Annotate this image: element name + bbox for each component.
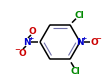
Text: N: N bbox=[23, 38, 31, 46]
Text: N: N bbox=[76, 38, 84, 46]
Text: −: − bbox=[14, 46, 20, 53]
Text: O: O bbox=[18, 48, 26, 58]
Text: Cl: Cl bbox=[74, 11, 84, 20]
Text: +: + bbox=[28, 36, 33, 41]
Text: −: − bbox=[96, 36, 101, 42]
Text: +: + bbox=[81, 36, 86, 41]
Text: Cl: Cl bbox=[70, 67, 80, 76]
Text: O: O bbox=[90, 38, 98, 46]
Text: O: O bbox=[28, 26, 36, 36]
